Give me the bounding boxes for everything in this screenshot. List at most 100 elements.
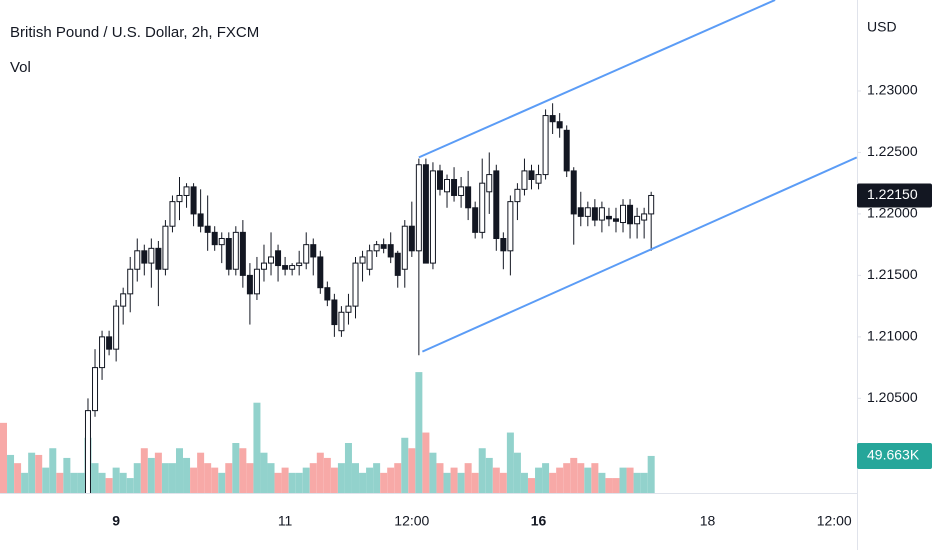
candle-body <box>429 170 436 264</box>
volume-bar <box>542 463 550 493</box>
channel-line <box>421 156 857 353</box>
x-tick-label: 18 <box>700 513 716 529</box>
candle-body <box>612 218 619 222</box>
candle-body <box>387 244 394 258</box>
volume-bar <box>183 457 191 493</box>
candle-body <box>43 534 48 546</box>
volume-bar <box>556 467 564 493</box>
candle-body <box>275 250 282 267</box>
candle-body <box>465 186 472 209</box>
candle-body <box>500 238 507 252</box>
volume-bar <box>70 472 78 493</box>
candle-body <box>366 250 373 270</box>
candle-body <box>92 367 99 412</box>
candle-body <box>246 274 253 295</box>
y-tick-label: 1.21500 <box>867 266 918 282</box>
candle-body <box>190 186 197 215</box>
volume-bar <box>457 472 465 493</box>
candle-body <box>204 225 211 233</box>
candle-body <box>127 268 134 295</box>
volume-bar <box>563 463 571 493</box>
candle-body <box>535 174 542 184</box>
candle-body <box>162 225 169 270</box>
volume-bar <box>436 463 444 493</box>
volume-title: Vol <box>10 59 31 76</box>
volume-bar <box>35 454 43 493</box>
candle-body <box>296 262 303 267</box>
candle-body <box>648 194 655 215</box>
volume-bar <box>288 472 296 493</box>
candle-body <box>57 527 62 533</box>
volume-bar <box>380 472 388 493</box>
candle-body <box>239 231 246 276</box>
channel-line <box>418 0 776 159</box>
volume-bar <box>337 463 345 493</box>
candle-body <box>598 207 605 221</box>
candle-body <box>120 293 127 307</box>
volume-bar <box>168 463 176 493</box>
candle-body <box>641 213 648 221</box>
x-tick-label: 9 <box>112 513 120 529</box>
volume-bar <box>605 478 613 493</box>
candle-body <box>408 225 415 252</box>
volume-bar <box>612 478 620 493</box>
candle-body <box>521 170 528 190</box>
candle-body <box>577 207 584 217</box>
volume-bar <box>535 467 543 493</box>
volume-bar <box>394 463 402 493</box>
volume-bar <box>0 422 7 493</box>
candle-body <box>260 262 267 270</box>
last-volume-box <box>857 442 932 469</box>
candle-body <box>310 244 317 258</box>
candle-body <box>591 207 598 221</box>
candle-body <box>451 178 458 196</box>
candle-body <box>71 515 76 521</box>
candle-body <box>620 204 627 224</box>
candle-body <box>84 410 91 493</box>
volume-bar <box>147 457 155 493</box>
candle-body <box>36 540 41 546</box>
candle-body <box>627 204 634 225</box>
volume-bar <box>422 432 430 493</box>
candle-body <box>155 247 162 270</box>
candle-body <box>436 170 443 190</box>
candle-body <box>563 129 570 172</box>
x-tick-label: 11 <box>278 513 293 529</box>
candle-body <box>542 115 549 176</box>
candle-body <box>317 256 324 289</box>
volume-bar <box>647 455 655 493</box>
x-tick-label: 12:00 <box>817 513 852 529</box>
volume-bar <box>344 443 352 493</box>
volume-bar <box>21 472 29 493</box>
volume-bar <box>281 467 289 493</box>
candle-body <box>422 164 429 264</box>
volume-bar <box>323 457 331 493</box>
candle-body <box>211 231 218 246</box>
candle-body <box>634 215 641 225</box>
volume-bar <box>154 452 162 493</box>
candle-body <box>472 207 479 233</box>
y-tick-label: 1.22000 <box>867 205 918 221</box>
volume-bar <box>633 472 641 493</box>
volume-bar <box>352 463 359 493</box>
candle-body <box>106 336 113 350</box>
x-tick-label: 16 <box>531 513 547 529</box>
volume-bar <box>190 467 198 493</box>
candle-body <box>486 174 493 193</box>
candle-body <box>268 256 275 264</box>
candle-body <box>282 265 289 270</box>
y-tick-label: 1.20500 <box>867 389 918 405</box>
candle-body <box>352 262 359 307</box>
volume-bar <box>260 452 268 493</box>
volume-bar <box>373 463 381 493</box>
volume-bar <box>28 452 36 493</box>
candle-body <box>493 170 500 240</box>
candle-body <box>29 540 34 546</box>
volume-bar <box>126 478 134 493</box>
volume-bar <box>309 463 317 493</box>
volume-bar <box>56 472 64 493</box>
volume-bar <box>598 472 606 493</box>
chart-title: British Pound / U.S. Dollar, 2h, FXCM <box>10 24 259 41</box>
last-price-box <box>857 183 932 208</box>
volume-bar <box>478 448 486 493</box>
